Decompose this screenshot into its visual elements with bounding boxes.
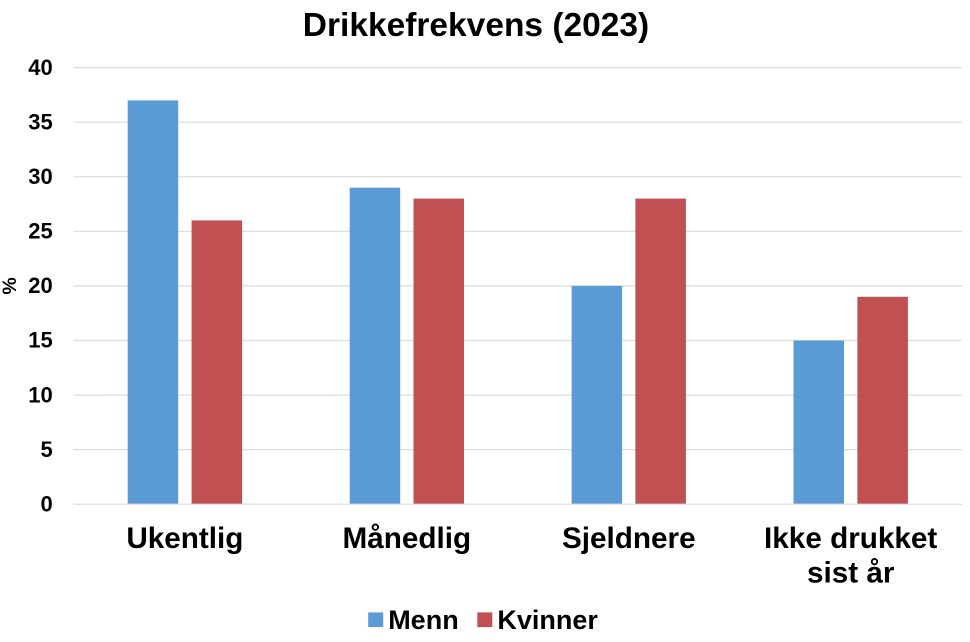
svg-text:Ukentlig: Ukentlig [126, 522, 243, 555]
svg-text:Månedlig: Månedlig [342, 522, 471, 555]
svg-text:Kvinner: Kvinner [497, 605, 598, 635]
svg-text:sist år: sist år [807, 557, 895, 590]
svg-text:10: 10 [28, 382, 52, 407]
svg-text:40: 40 [28, 55, 52, 80]
svg-text:35: 35 [28, 109, 52, 134]
svg-text:Sjeldnere: Sjeldnere [562, 522, 696, 555]
svg-text:Menn: Menn [388, 605, 459, 635]
svg-text:20: 20 [28, 273, 52, 298]
svg-text:Ikke drukket: Ikke drukket [764, 522, 937, 555]
svg-text:%: % [0, 277, 21, 294]
svg-text:0: 0 [40, 491, 52, 516]
svg-text:30: 30 [28, 164, 52, 189]
svg-text:Drikkefrekvens (2023): Drikkefrekvens (2023) [303, 7, 649, 44]
svg-text:5: 5 [40, 437, 52, 462]
svg-text:25: 25 [28, 219, 52, 244]
svg-text:15: 15 [28, 328, 52, 353]
